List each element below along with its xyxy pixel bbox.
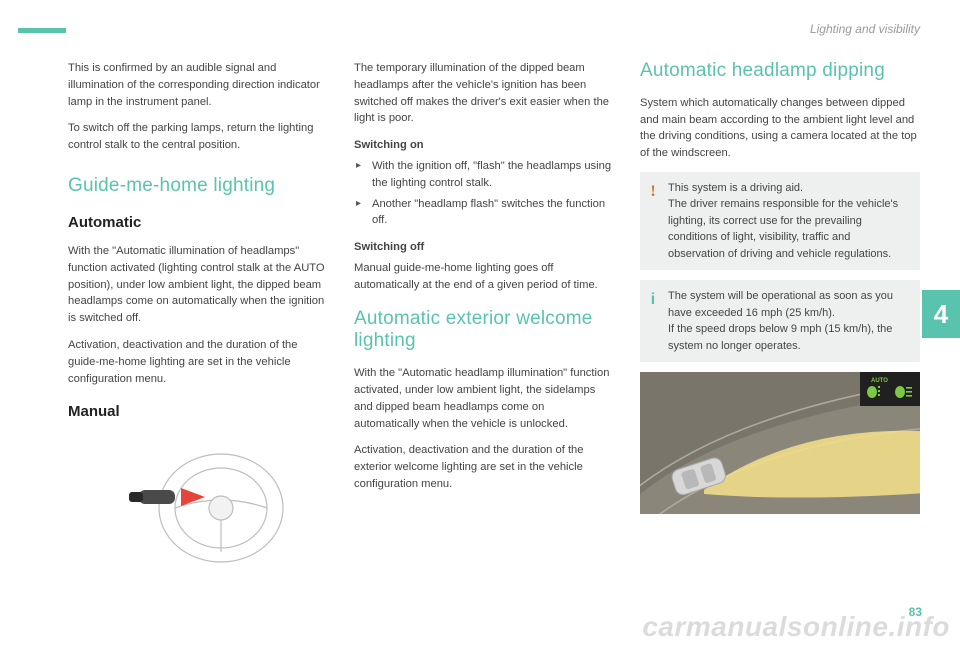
warning-line-1: This system is a driving aid. [668, 182, 803, 194]
section-label: Lighting and visibility [810, 22, 920, 36]
headlamp-road-illustration: AUTO [640, 372, 920, 514]
dipping-paragraph: System which automatically changes betwe… [640, 95, 920, 162]
accent-bar [18, 28, 66, 33]
heading-automatic: Automatic [68, 212, 326, 235]
switching-off-paragraph: Manual guide-me-home lighting goes off a… [354, 260, 612, 294]
column-1: This is confirmed by an audible signal a… [68, 60, 326, 564]
warning-callout: ! This system is a driving aid. The driv… [640, 172, 920, 271]
welcome-paragraph-1: With the "Automatic headlamp illuminatio… [354, 365, 612, 432]
heading-manual: Manual [68, 401, 326, 424]
warning-icon: ! [646, 180, 660, 263]
info-callout: i The system will be operational as soon… [640, 280, 920, 362]
intro-text-2: To switch off the parking lamps, return … [68, 120, 326, 154]
column-3: Automatic headlamp dipping System which … [640, 60, 920, 564]
info-icon: i [646, 288, 660, 354]
welcome-paragraph-2: Activation, deactivation and the duratio… [354, 442, 612, 492]
automatic-paragraph-2: Activation, deactivation and the duratio… [68, 337, 326, 387]
info-line-1: The system will be operational as soon a… [668, 290, 893, 319]
chapter-number: 4 [934, 299, 948, 330]
info-text: The system will be operational as soon a… [668, 288, 910, 354]
intro-text-1: This is confirmed by an audible signal a… [68, 60, 326, 110]
steering-wheel-illustration [103, 432, 291, 564]
page-content: This is confirmed by an audible signal a… [68, 60, 920, 564]
warning-line-2: The driver remains responsible for the v… [668, 198, 898, 260]
warning-text: This system is a driving aid. The driver… [668, 180, 910, 263]
auto-label: AUTO [871, 378, 888, 384]
list-item: Another "headlamp flash" switches the fu… [354, 196, 612, 230]
info-line-2: If the speed drops below 9 mph (15 km/h)… [668, 323, 892, 352]
chapter-tab: 4 [922, 290, 960, 338]
heading-headlamp-dipping: Automatic headlamp dipping [640, 60, 920, 83]
switching-on-list: With the ignition off, "flash" the headl… [354, 158, 612, 229]
switching-on-heading: Switching on [354, 137, 612, 154]
automatic-paragraph-1: With the "Automatic illumination of head… [68, 243, 326, 327]
heading-guide-me-home: Guide-me-home lighting [68, 172, 326, 201]
column-2: The temporary illumination of the dipped… [354, 60, 612, 564]
heading-welcome-lighting: Automatic exterior welcome lighting [354, 308, 612, 354]
switching-off-heading: Switching off [354, 239, 612, 256]
list-item: With the ignition off, "flash" the headl… [354, 158, 612, 192]
watermark: carmanualsonline.info [642, 611, 950, 643]
col2-paragraph-1: The temporary illumination of the dipped… [354, 60, 612, 127]
